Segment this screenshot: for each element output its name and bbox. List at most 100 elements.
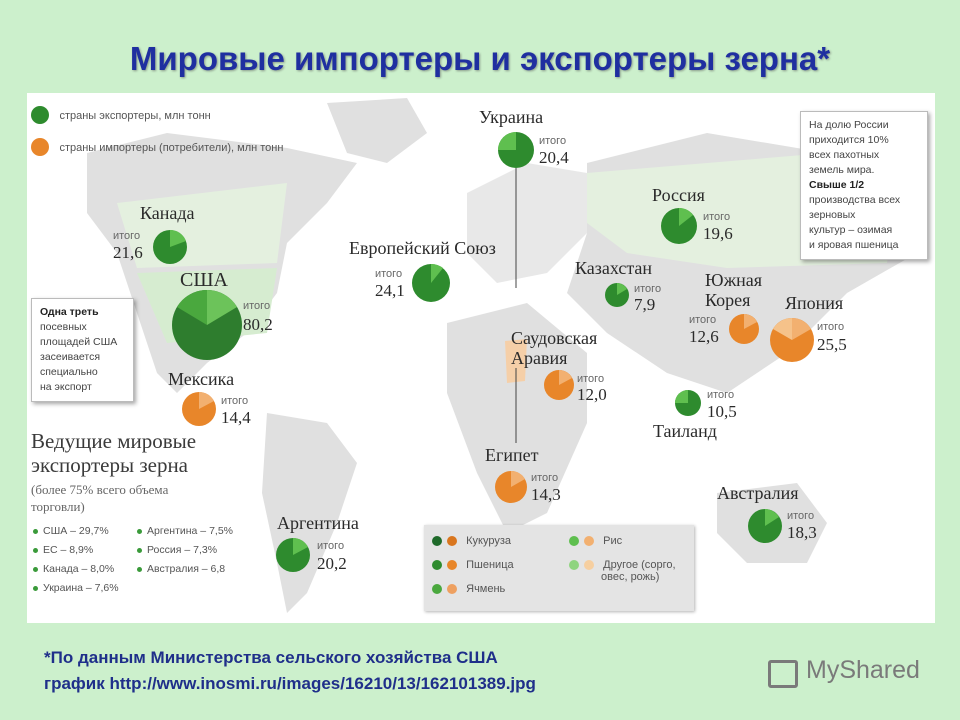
legend-importers: страны импортеры (потребители), млн тонн xyxy=(31,138,283,156)
pie-argentina xyxy=(276,538,310,572)
pie-russia xyxy=(661,208,697,244)
label-egypt: Египет xyxy=(485,445,539,465)
note-russia-line: всех пахотных xyxy=(809,149,880,161)
leader-item-text: Аргентина – 7,5% xyxy=(147,525,233,537)
bullet-icon xyxy=(33,547,38,553)
note-russia-line: производства всех xyxy=(809,194,901,206)
leader-item: Россия – 7,3% xyxy=(137,544,217,556)
crop-other-label: Другое (сорго, xyxy=(603,559,676,571)
rice-green-icon xyxy=(569,536,579,547)
leaders-title-line: Ведущие мировые xyxy=(31,429,197,453)
value-usa: 80,2 xyxy=(243,315,273,334)
itogo-kazakhstan: итого xyxy=(634,283,662,295)
value-saudi: 12,0 xyxy=(577,385,607,404)
leader-item: Аргентина – 7,5% xyxy=(137,525,233,537)
wheat-green-icon xyxy=(432,560,442,571)
bullet-icon xyxy=(137,528,142,534)
note-russia: На долю России приходится 10% всех пахот… xyxy=(800,111,928,260)
note-usa-line: засеивается xyxy=(40,351,101,363)
leaders-title: Ведущие мировые экспортеры зерна xyxy=(31,429,196,477)
note-usa-line: специально xyxy=(40,366,98,378)
leader-item-text: Канада – 8,0% xyxy=(43,563,115,575)
footer-link[interactable]: график http://www.inosmi.ru/images/16210… xyxy=(44,674,536,693)
bullet-icon xyxy=(33,585,38,591)
wheat-orange-icon xyxy=(447,560,458,571)
label-korea: Южная Корея xyxy=(705,270,763,310)
greenland-shape xyxy=(327,98,427,163)
leader-item: Канада – 8,0% xyxy=(33,563,114,575)
value-egypt: 14,3 xyxy=(531,485,561,504)
crop-other-label-2: овес, рожь) xyxy=(601,571,660,583)
value-korea: 12,6 xyxy=(689,327,719,346)
crop-wheat: Пшеница xyxy=(432,559,514,571)
note-usa-line: посевных xyxy=(40,321,87,333)
note-usa-line: площадей США xyxy=(40,336,118,348)
note-usa-line: на экспорт xyxy=(40,381,92,393)
itogo-canada: итого xyxy=(113,230,141,242)
itogo-japan: итого xyxy=(817,321,845,333)
legend-exporters-label: страны экспортеры, млн тонн xyxy=(59,110,211,123)
label-thailand: Таиланд xyxy=(653,421,717,441)
note-russia-line: культур – озимая xyxy=(809,224,893,236)
itogo-thailand: итого xyxy=(707,389,735,401)
bullet-icon xyxy=(33,528,38,534)
label-argentina: Аргентина xyxy=(277,513,359,533)
value-eu: 24,1 xyxy=(375,281,405,300)
note-russia-line: земель мира. xyxy=(809,164,875,176)
value-japan: 25,5 xyxy=(817,335,847,354)
value-canada: 21,6 xyxy=(113,243,143,262)
note-usa-line: Одна треть xyxy=(40,306,99,318)
leaders-sub-line: торговли) xyxy=(31,499,85,514)
corn-orange-icon xyxy=(447,536,458,547)
pie-mexico xyxy=(182,392,216,426)
label-russia: Россия xyxy=(652,185,705,205)
myshared-logo: MyShared xyxy=(806,656,920,684)
corn-green-icon xyxy=(432,536,442,547)
note-russia-line: зерновых xyxy=(809,209,856,221)
itogo-argentina: итого xyxy=(317,540,345,552)
crop-other: Другое (сорго, овес, рожь) xyxy=(569,559,676,583)
label-ukraine: Украина xyxy=(479,107,544,127)
note-usa: Одна треть посевных площадей США засеива… xyxy=(31,298,134,402)
bullet-icon xyxy=(33,566,38,572)
leader-item: США – 29,7% xyxy=(33,525,109,537)
bullet-icon xyxy=(137,547,142,553)
barley-orange-icon xyxy=(447,584,458,595)
leaders-title-line: экспортеры зерна xyxy=(31,453,189,477)
label-canada: Канада xyxy=(140,203,195,223)
page-title: Мировые импортеры и экспортеры зерна* xyxy=(129,40,831,77)
pie-kazakhstan xyxy=(605,283,629,307)
note-russia-line: Свыше 1/2 xyxy=(809,179,865,191)
value-mexico: 14,4 xyxy=(221,408,251,427)
legend-importers-label: страны импортеры (потребители), млн тонн xyxy=(59,142,284,155)
pie-australia xyxy=(748,509,782,543)
itogo-mexico: итого xyxy=(221,395,249,407)
world-map xyxy=(87,98,917,613)
exporter-icon xyxy=(31,106,49,124)
itogo-usa: итого xyxy=(243,300,271,312)
crop-corn-label: Кукуруза xyxy=(466,535,512,547)
label-mexico: Мексика xyxy=(168,369,235,389)
leader-item-text: Россия – 7,3% xyxy=(147,544,218,556)
itogo-australia: итого xyxy=(787,510,815,522)
pie-korea xyxy=(729,314,759,344)
barley-green-icon xyxy=(432,584,442,595)
myshared-logo-icon xyxy=(768,660,798,688)
note-russia-line: приходится 10% xyxy=(809,134,889,146)
label-usa: США xyxy=(180,269,228,291)
rice-orange-icon xyxy=(584,536,595,547)
itogo-eu: итого xyxy=(375,268,403,280)
value-ukraine: 20,4 xyxy=(539,148,569,167)
legend-exporters: страны экспортеры, млн тонн xyxy=(31,106,211,124)
pie-egypt xyxy=(495,470,527,503)
saudi-area xyxy=(505,339,527,383)
leader-item: ЕС – 8,9% xyxy=(33,544,93,556)
value-argentina: 20,2 xyxy=(317,554,347,573)
pie-canada xyxy=(153,229,187,264)
leader-item-text: Украина – 7,6% xyxy=(43,582,119,594)
pie-japan xyxy=(770,318,814,362)
value-russia: 19,6 xyxy=(703,224,733,243)
label-australia: Австралия xyxy=(717,483,799,503)
value-australia: 18,3 xyxy=(787,523,817,542)
crop-corn: Кукуруза xyxy=(432,535,511,547)
